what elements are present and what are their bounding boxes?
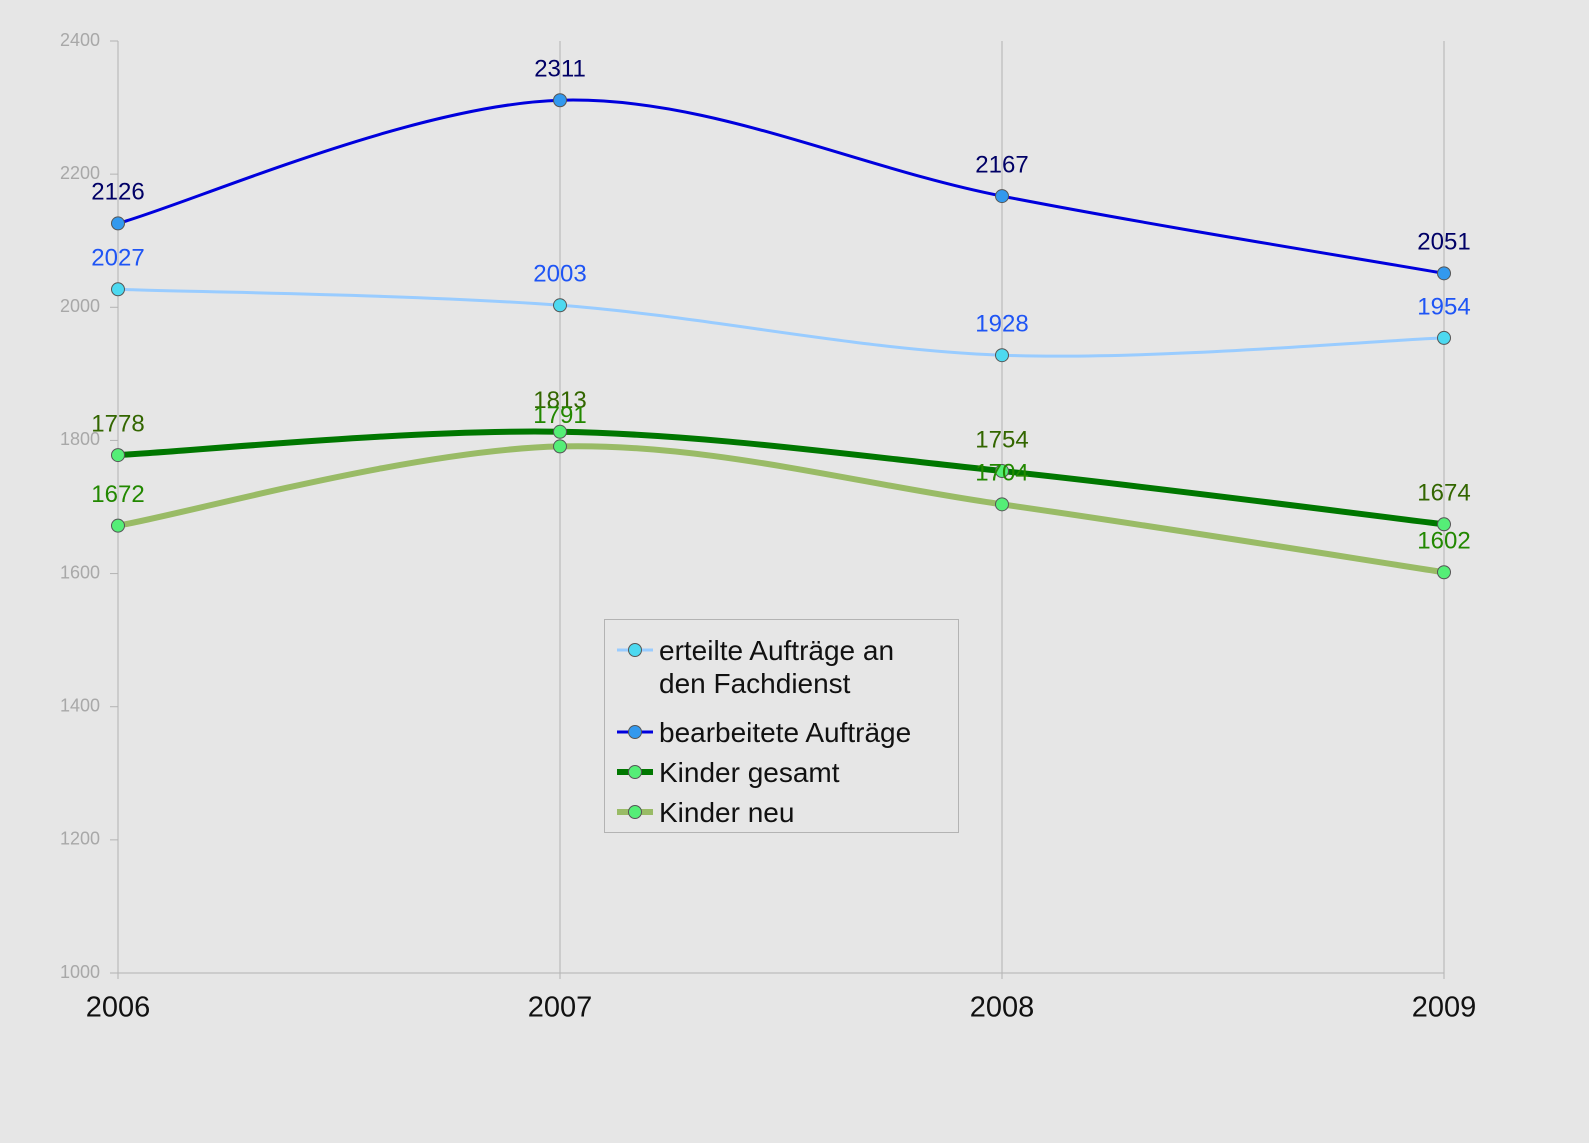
y-tick-label: 1200: [60, 829, 100, 849]
value-label: 1813: [533, 387, 586, 414]
value-label: 1704: [975, 460, 1028, 487]
series-line: [117, 287, 1445, 358]
marker: [1437, 266, 1451, 281]
value-label: 1791: [533, 402, 586, 429]
y-tick-label: 2000: [60, 296, 100, 316]
legend-marker: [628, 805, 642, 819]
series-line: [117, 428, 1445, 528]
value-label: 1672: [91, 481, 144, 508]
legend-item: bearbeitete Aufträge: [617, 716, 911, 749]
value-label: 2003: [533, 261, 586, 288]
legend-label: erteilte Aufträge an den Fachdienst: [659, 635, 895, 699]
legend-label: Kinder neu: [659, 797, 795, 828]
value-label: 2126: [91, 179, 144, 206]
value-label: 1778: [91, 410, 144, 437]
value-label: 2311: [534, 56, 586, 83]
marker: [1437, 517, 1451, 532]
marker: [995, 189, 1009, 204]
marker: [553, 439, 567, 454]
marker: [1437, 330, 1451, 345]
marker: [553, 298, 567, 313]
x-tick-label: 2006: [86, 992, 151, 1024]
y-tick-label: 1800: [60, 429, 100, 449]
legend-marker: [628, 765, 642, 779]
value-label: 1754: [975, 426, 1028, 453]
series-line: [117, 443, 1445, 576]
marker: [995, 464, 1009, 479]
value-label: 1954: [1417, 293, 1470, 320]
marker: [995, 497, 1009, 512]
y-tick-label: 1000: [60, 962, 100, 982]
y-tick-label: 2400: [60, 30, 100, 50]
legend-item: Kinder neu: [617, 796, 794, 829]
legend-item: erteilte Aufträge an den Fachdienst: [617, 634, 944, 700]
value-label: 1602: [1417, 528, 1470, 555]
marker: [553, 93, 567, 108]
legend-swatch: [617, 643, 653, 657]
marker: [1437, 565, 1451, 580]
legend-label: bearbeitete Aufträge: [659, 717, 912, 748]
value-label: 2051: [1417, 229, 1470, 256]
y-tick-label: 2200: [60, 163, 100, 183]
legend-item: Kinder gesamt: [617, 756, 840, 789]
value-label: 2027: [91, 245, 144, 272]
y-tick-label: 1400: [60, 695, 100, 715]
legend-label: Kinder gesamt: [659, 757, 840, 788]
y-tick-label: 1600: [60, 562, 100, 582]
value-label: 2167: [975, 151, 1028, 178]
x-tick-label: 2008: [970, 992, 1035, 1024]
legend-marker: [628, 725, 642, 739]
legend-marker: [628, 643, 642, 657]
x-tick-label: 2009: [1412, 992, 1477, 1024]
marker: [553, 424, 567, 439]
x-tick-label: 2007: [528, 992, 593, 1024]
legend-swatch: [617, 725, 653, 739]
value-label: 1674: [1417, 480, 1470, 507]
marker: [111, 216, 125, 231]
legend-swatch: [617, 805, 653, 819]
marker: [111, 518, 125, 533]
series-line: [117, 98, 1445, 275]
legend-swatch: [617, 765, 653, 779]
legend: erteilte Aufträge an den Fachdienst bearb…: [604, 619, 959, 833]
value-label: 1928: [975, 311, 1028, 338]
marker: [111, 448, 125, 463]
marker: [995, 348, 1009, 363]
marker: [111, 282, 125, 297]
